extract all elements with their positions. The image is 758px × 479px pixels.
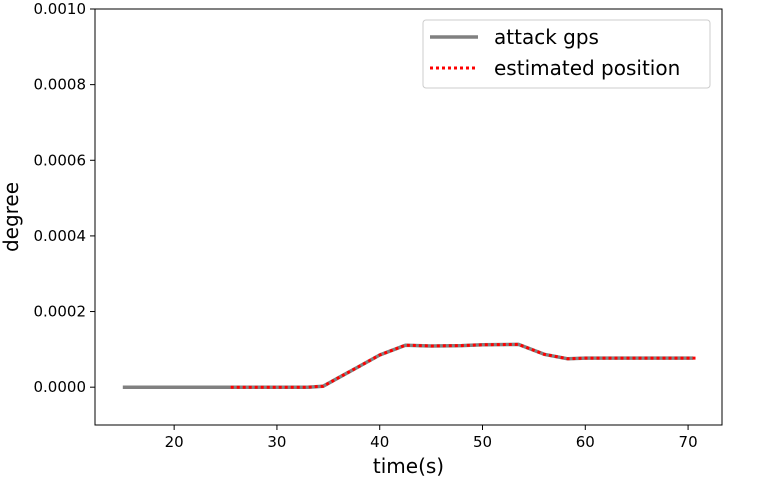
y-axis-label: degree bbox=[0, 182, 23, 252]
series-line-attack-gps bbox=[122, 342, 694, 389]
x-axis: 20 30 40 50 60 70 bbox=[165, 425, 698, 451]
plot-frame bbox=[94, 8, 723, 426]
x-tick-label: 20 bbox=[165, 433, 184, 451]
y-tick-label: 0.0008 bbox=[34, 76, 87, 94]
series-layer bbox=[122, 342, 699, 389]
x-tick-label: 70 bbox=[679, 433, 698, 451]
y-axis: 0.0000 0.0002 0.0004 0.0006 0.0008 0.0010 bbox=[34, 0, 95, 396]
legend-label-estimated-position: estimated position bbox=[494, 56, 680, 80]
x-tick-label: 40 bbox=[370, 433, 389, 451]
y-tick-label: 0.0000 bbox=[34, 378, 87, 396]
x-tick-label: 50 bbox=[473, 433, 492, 451]
x-tick-label: 30 bbox=[267, 433, 286, 451]
legend-box bbox=[422, 19, 711, 89]
y-tick-label: 0.0002 bbox=[34, 303, 87, 321]
legend: attack gps estimated position bbox=[422, 19, 711, 89]
y-tick-label: 0.0006 bbox=[34, 151, 87, 169]
y-tick-label: 0.0010 bbox=[34, 0, 87, 18]
legend-label-attack-gps: attack gps bbox=[494, 25, 599, 49]
series-line-estimated-position bbox=[230, 342, 699, 389]
x-axis-label: time(s) bbox=[373, 454, 444, 478]
x-tick-label: 60 bbox=[576, 433, 595, 451]
y-tick-label: 0.0004 bbox=[34, 227, 87, 245]
